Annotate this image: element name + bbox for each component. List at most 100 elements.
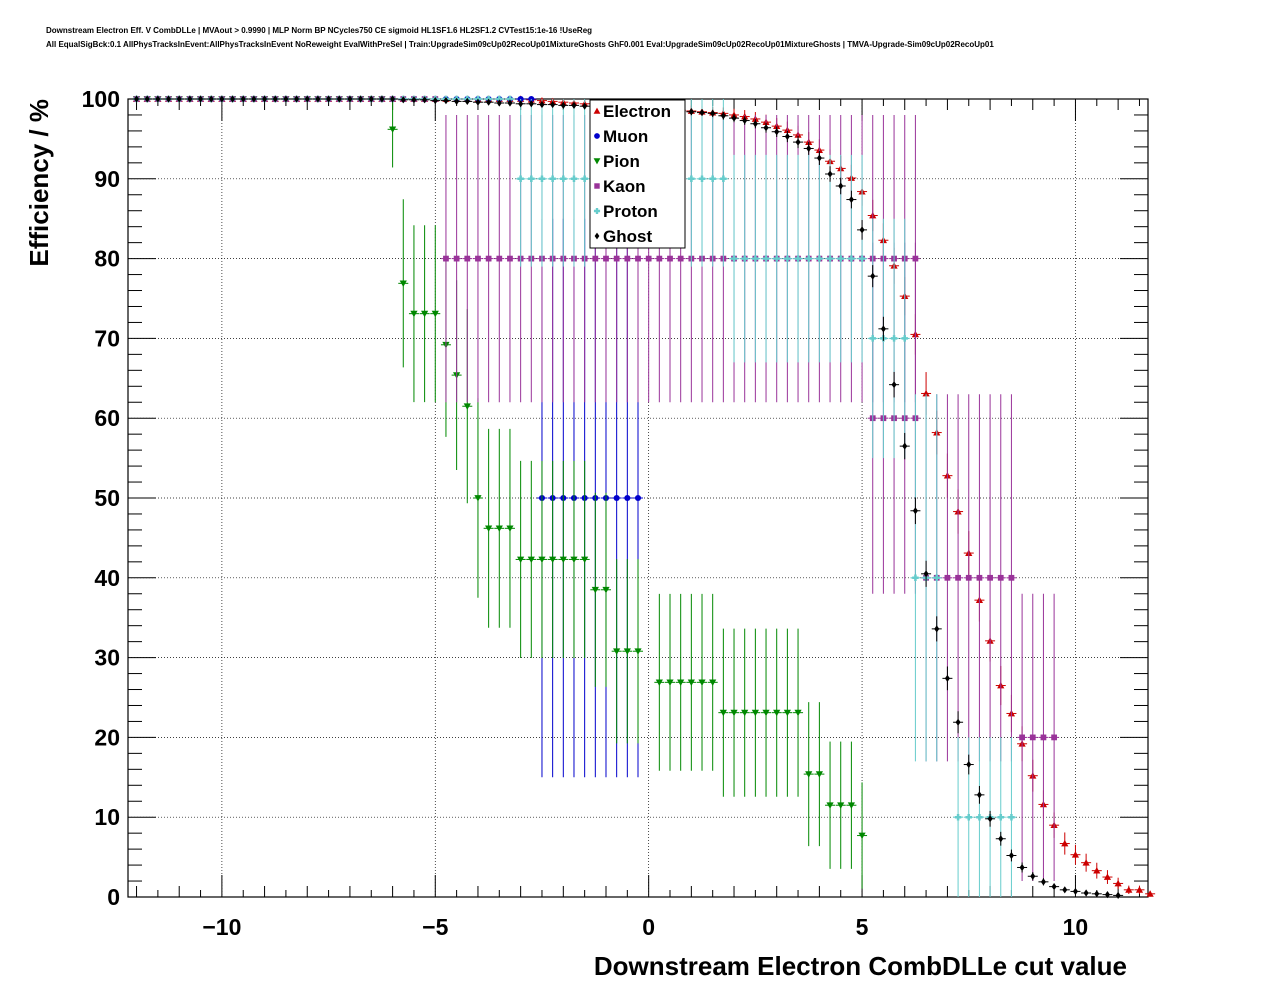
data-point xyxy=(506,525,514,532)
data-point xyxy=(1040,878,1046,886)
data-point xyxy=(655,679,663,686)
data-point xyxy=(464,255,471,262)
data-point xyxy=(421,310,429,318)
data-point xyxy=(720,175,727,183)
data-point xyxy=(1040,734,1047,741)
legend-label-electron: Electron xyxy=(603,102,671,121)
data-point xyxy=(720,112,726,120)
data-point xyxy=(1051,734,1057,741)
data-point xyxy=(134,95,140,103)
data-point xyxy=(1082,859,1090,866)
y-tick-label: 80 xyxy=(94,246,120,272)
data-point xyxy=(997,574,1004,581)
data-point xyxy=(400,96,406,104)
data-point xyxy=(751,709,759,717)
data-point xyxy=(463,403,471,410)
data-point xyxy=(731,114,737,122)
data-point xyxy=(666,679,674,686)
data-point xyxy=(549,175,556,183)
legend-marker-muon xyxy=(594,133,600,139)
data-point xyxy=(1135,886,1144,893)
data-point xyxy=(698,679,706,686)
data-point xyxy=(1030,872,1036,880)
legend-box xyxy=(589,99,686,249)
data-point xyxy=(219,95,225,103)
data-point xyxy=(443,255,449,262)
data-point xyxy=(431,310,439,318)
y-tick-label: 20 xyxy=(94,724,120,750)
data-point xyxy=(486,98,492,106)
data-point xyxy=(762,255,770,262)
data-point xyxy=(326,95,332,103)
data-point xyxy=(495,525,503,532)
data-point xyxy=(730,255,738,262)
x-tick-label: 5 xyxy=(856,914,869,940)
data-point xyxy=(997,813,1005,821)
data-point xyxy=(794,709,802,717)
data-point xyxy=(859,226,865,234)
data-point xyxy=(1008,851,1014,860)
data-point xyxy=(347,95,353,103)
data-point xyxy=(944,674,950,682)
data-point xyxy=(741,255,748,262)
data-point xyxy=(688,175,695,183)
data-point xyxy=(784,132,790,141)
data-point xyxy=(1103,873,1112,880)
data-point xyxy=(816,255,823,262)
data-point xyxy=(240,95,246,103)
data-point xyxy=(774,128,780,136)
legend-marker-kaon xyxy=(594,183,600,189)
data-point xyxy=(443,96,449,105)
data-point xyxy=(826,802,834,809)
legend-label-pion: Pion xyxy=(603,152,640,171)
legend-marker-ghost xyxy=(594,232,600,240)
data-point xyxy=(571,101,577,109)
data-point xyxy=(773,255,780,262)
y-tick-label: 10 xyxy=(94,804,120,830)
data-point xyxy=(496,95,503,103)
legend-label-kaon: Kaon xyxy=(603,177,646,196)
y-tick-label: 90 xyxy=(94,166,120,192)
data-point xyxy=(1114,879,1122,887)
data-point xyxy=(550,100,556,109)
data-point xyxy=(794,255,802,262)
data-point xyxy=(880,325,886,333)
data-point xyxy=(838,182,844,190)
data-point xyxy=(698,175,706,183)
data-point xyxy=(518,100,524,108)
data-point xyxy=(528,175,535,183)
data-point xyxy=(987,574,993,581)
data-point xyxy=(858,255,866,262)
legend: Electron Muon Pion Kaon Proton Ghost xyxy=(589,99,686,249)
chart-title-line-2: All EqualSigBck:0.1 AllPhysTracksInEvent… xyxy=(46,40,994,49)
data-point xyxy=(272,95,278,103)
data-point xyxy=(549,556,557,564)
data-point xyxy=(581,175,588,183)
data-point xyxy=(1008,574,1015,581)
data-point xyxy=(858,832,866,840)
legend-marker-electron xyxy=(593,107,601,114)
data-point xyxy=(912,574,919,582)
data-point xyxy=(966,760,972,769)
data-point xyxy=(901,335,908,342)
x-tick-label: 10 xyxy=(1063,914,1089,940)
data-point xyxy=(624,255,631,262)
data-point xyxy=(208,95,214,103)
data-point xyxy=(965,813,972,821)
data-point xyxy=(742,116,748,125)
data-point xyxy=(624,494,631,502)
data-point xyxy=(602,586,610,594)
data-point xyxy=(592,255,599,262)
y-tick-label: 30 xyxy=(94,645,120,671)
data-point xyxy=(933,574,940,582)
data-point xyxy=(432,96,438,105)
data-point xyxy=(709,679,717,686)
data-point xyxy=(1094,890,1100,898)
data-point xyxy=(485,255,492,262)
data-point xyxy=(453,255,460,262)
data-point xyxy=(496,255,503,262)
data-point xyxy=(560,175,567,183)
data-point xyxy=(912,507,918,515)
data-point xyxy=(454,97,460,105)
data-point xyxy=(1104,891,1110,899)
